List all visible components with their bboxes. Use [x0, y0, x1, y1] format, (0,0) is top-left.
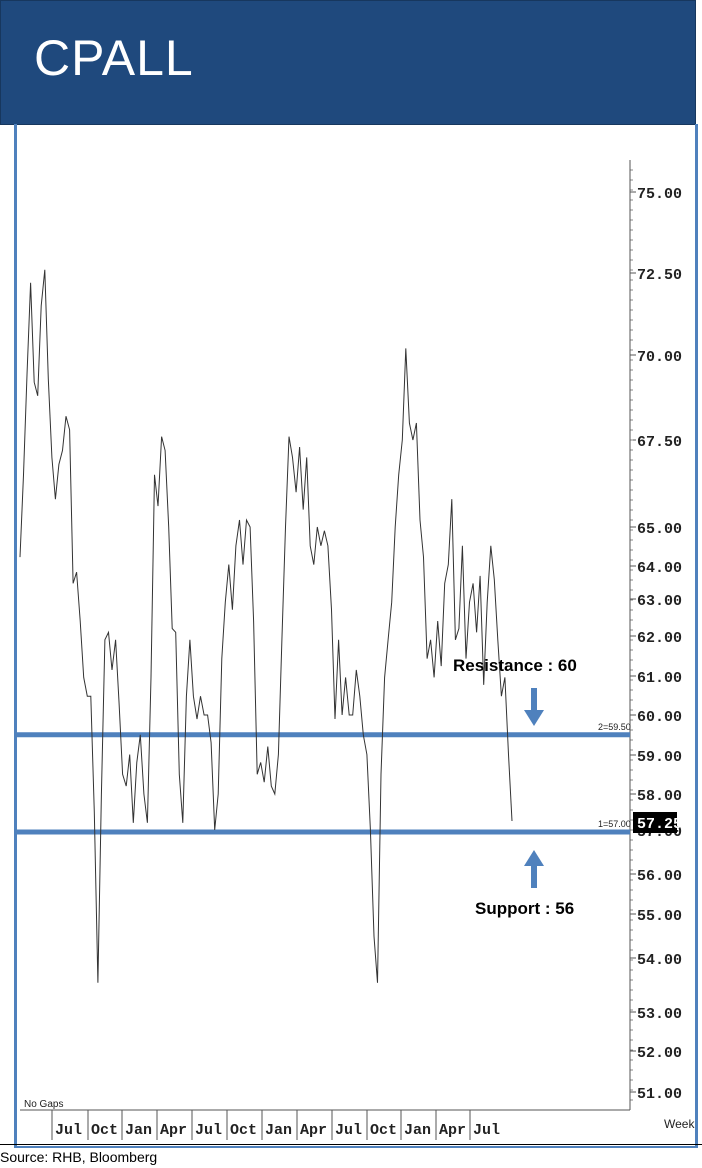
- y-tick-label: 54.00: [637, 952, 682, 969]
- x-tick-label: Jul: [55, 1122, 82, 1139]
- resistance-label: Resistance : 60: [453, 656, 577, 675]
- level-lines: 2=59.50 1=57.00: [17, 722, 631, 835]
- x-tick-label: Jul: [473, 1122, 500, 1139]
- x-tick-label: Jan: [125, 1122, 152, 1139]
- resistance-arrow: [524, 688, 544, 726]
- y-tick-label: 72.50: [637, 267, 682, 284]
- x-tick-label: Jul: [195, 1122, 222, 1139]
- y-tick-label: 70.00: [637, 349, 682, 366]
- y-tick-label: 53.00: [637, 1006, 682, 1023]
- x-tick-label: Jan: [265, 1122, 292, 1139]
- price-series-line: [19, 269, 513, 983]
- x-tick-label: Oct: [230, 1122, 257, 1139]
- x-tick-label: Jul: [335, 1122, 362, 1139]
- x-axis-label: Week: [664, 1117, 695, 1131]
- y-tick-label: 62.00: [637, 630, 682, 647]
- x-tick-label: Apr: [439, 1122, 466, 1139]
- y-tick-label: 56.00: [637, 868, 682, 885]
- level-tag: 2=59.50: [598, 722, 631, 732]
- x-tick-label: Oct: [91, 1122, 118, 1139]
- y-tick-label: 51.00: [637, 1086, 682, 1103]
- y-tick-label: 58.00: [637, 788, 682, 805]
- source-note: Source: RHB, Bloomberg: [0, 1149, 158, 1165]
- y-tick-label: 60.00: [637, 709, 682, 726]
- y-tick-label: 65.00: [637, 521, 682, 538]
- y-tick-label: 64.00: [637, 560, 682, 577]
- last-price-label: 57.25: [637, 816, 682, 833]
- y-axis: 75.00 72.50 70.00 67.50 65.00 64.00 63.00 62.00…: [630, 169, 682, 1103]
- bottom-rule: [0, 1144, 702, 1145]
- y-tick-label: 59.00: [637, 749, 682, 766]
- chart-frame: [14, 124, 698, 1148]
- y-tick-label: 67.50: [637, 434, 682, 451]
- no-gaps-note: No Gaps: [24, 1099, 63, 1110]
- y-tick-label: 63.00: [637, 593, 682, 610]
- level-tag: 1=57.00: [598, 819, 631, 829]
- chart-title: CPALL: [34, 30, 194, 86]
- x-tick-label: Oct: [370, 1122, 397, 1139]
- y-tick-label: 75.00: [637, 186, 682, 203]
- support-arrow: [524, 850, 544, 888]
- y-tick-label: 55.00: [637, 908, 682, 925]
- last-price-box: 57.25: [633, 812, 682, 833]
- y-tick-label: 52.00: [637, 1045, 682, 1062]
- x-axis: Jul Oct Jan Apr Jul Oct Jan Apr Jul Oct Jan Apr Jul: [51, 1110, 500, 1140]
- x-tick-label: Jan: [404, 1122, 431, 1139]
- y-tick-label: 61.00: [637, 670, 682, 687]
- title-banner: CPALL: [0, 0, 696, 125]
- last-price-bg: [633, 812, 677, 833]
- support-label: Support : 56: [475, 899, 574, 918]
- x-tick-label: Apr: [300, 1122, 327, 1139]
- x-tick-label: Apr: [160, 1122, 187, 1139]
